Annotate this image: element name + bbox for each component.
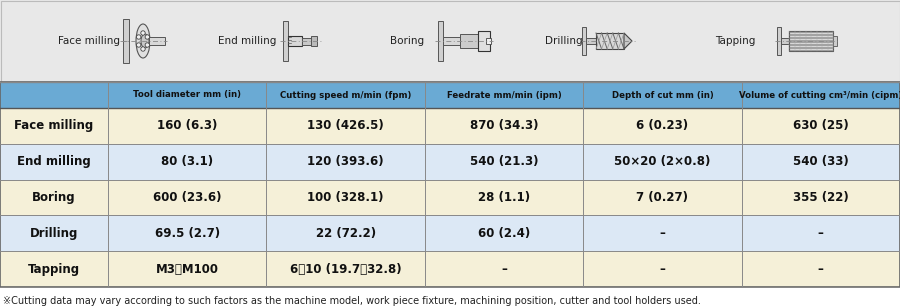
Bar [288,36,302,46]
Text: –: – [660,227,665,240]
Bar [283,21,288,61]
Circle shape [137,43,141,47]
Text: –: – [501,262,507,276]
Circle shape [140,31,145,35]
Bar [0,251,900,287]
Text: Cutting speed m/min (fpm): Cutting speed m/min (fpm) [280,91,411,99]
Bar [486,38,491,44]
Bar [0,82,900,108]
Bar [0,82,900,287]
Text: Drilling: Drilling [545,36,582,46]
Bar [833,36,837,46]
Circle shape [145,43,149,47]
Bar [123,19,129,63]
Text: 120 (393.6): 120 (393.6) [307,155,384,168]
Text: Boring: Boring [32,191,76,204]
Bar [0,216,900,251]
Text: Boring: Boring [390,36,424,46]
Text: Depth of cut mm (in): Depth of cut mm (in) [611,91,714,99]
Circle shape [145,35,149,39]
Bar [460,34,478,48]
Text: 50×20 (2×0.8): 50×20 (2×0.8) [614,155,711,168]
Text: Face milling: Face milling [58,36,120,46]
Text: 540 (33): 540 (33) [793,155,849,168]
Bar [0,180,900,216]
Text: 600 (23.6): 600 (23.6) [153,191,221,204]
Text: 540 (21.3): 540 (21.3) [470,155,538,168]
Bar [438,21,443,61]
Text: 160 (6.3): 160 (6.3) [157,119,218,132]
Text: Tool diameter mm (in): Tool diameter mm (in) [133,91,241,99]
Text: 80 (3.1): 80 (3.1) [161,155,213,168]
Bar [0,0,900,82]
Bar [149,37,165,45]
Bar [1,1,899,82]
Circle shape [140,47,145,51]
Text: Drilling: Drilling [30,227,78,240]
Text: Volume of cutting cm³/min (cipm): Volume of cutting cm³/min (cipm) [739,91,900,99]
Bar [0,144,900,180]
Text: Face milling: Face milling [14,119,94,132]
Text: 355 (22): 355 (22) [793,191,849,204]
Text: 870 (34.3): 870 (34.3) [470,119,538,132]
Bar [777,27,781,55]
Bar [586,38,596,44]
Bar [478,31,490,51]
Polygon shape [624,33,632,49]
Text: M3～M100: M3～M100 [156,262,219,276]
Text: –: – [660,262,665,276]
Text: End milling: End milling [218,36,276,46]
Text: –: – [818,262,824,276]
Text: 22 (72.2): 22 (72.2) [316,227,375,240]
Text: 130 (426.5): 130 (426.5) [307,119,384,132]
Text: 28 (1.1): 28 (1.1) [478,191,530,204]
Text: 69.5 (2.7): 69.5 (2.7) [155,227,220,240]
Circle shape [137,35,141,39]
Bar [311,36,317,46]
Text: 7 (0.27): 7 (0.27) [636,191,688,204]
Text: Tapping: Tapping [715,36,755,46]
Text: Tapping: Tapping [28,262,80,276]
Bar [582,27,586,55]
Bar [0,108,900,144]
Bar [789,31,833,51]
Text: 6 (0.23): 6 (0.23) [636,119,688,132]
Ellipse shape [136,24,150,58]
Bar [443,37,479,45]
Bar [781,38,789,44]
Text: Feedrate mm/min (ipm): Feedrate mm/min (ipm) [446,91,562,99]
Text: 60 (2.4): 60 (2.4) [478,227,530,240]
Ellipse shape [141,34,149,48]
Text: End milling: End milling [17,155,91,168]
Bar [596,33,624,49]
Text: –: – [818,227,824,240]
Text: ※Cutting data may vary according to such factors as the machine model, work piec: ※Cutting data may vary according to such… [3,296,701,306]
Text: 630 (25): 630 (25) [793,119,849,132]
Text: 6～10 (19.7～32.8): 6～10 (19.7～32.8) [290,262,401,276]
Text: 100 (328.1): 100 (328.1) [307,191,383,204]
Bar [302,37,316,45]
